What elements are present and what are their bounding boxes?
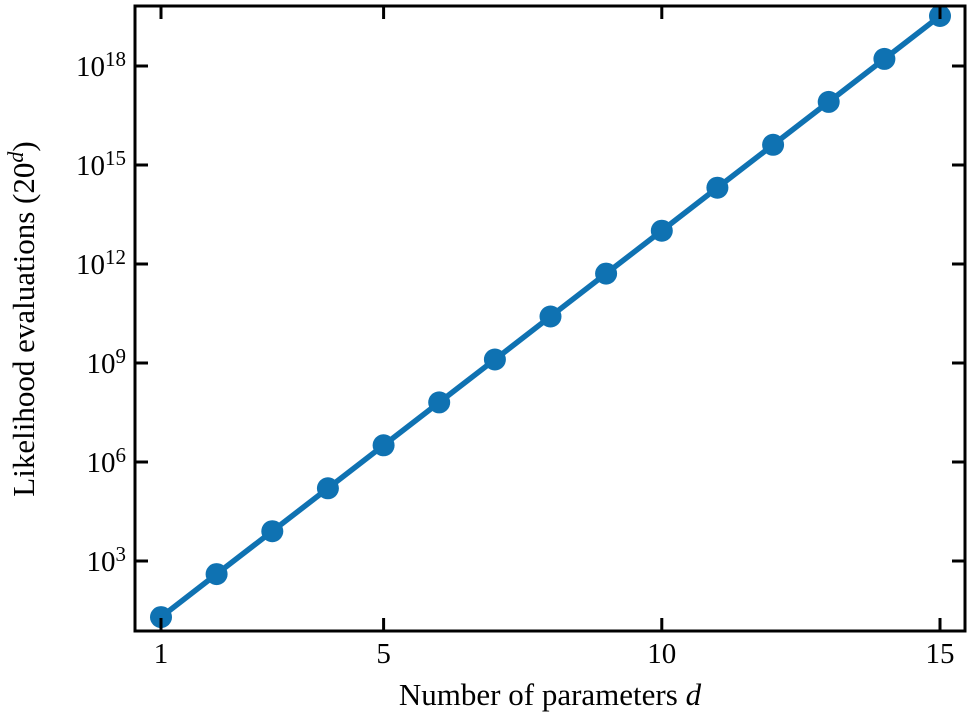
data-point (817, 90, 840, 113)
y-tick-label: 106 (87, 443, 127, 479)
data-point (873, 47, 896, 70)
data-point (483, 348, 506, 371)
data-point (762, 133, 785, 156)
x-axis-label: Number of parameters d (399, 677, 702, 712)
x-tick-label: 10 (647, 638, 676, 670)
x-tick-label: 1 (154, 638, 169, 670)
data-point (205, 563, 228, 586)
data-point (372, 434, 395, 457)
y-tick-label: 1012 (76, 245, 126, 281)
data-point (150, 606, 172, 629)
y-tick-label: 1018 (76, 47, 126, 83)
y-tick-label: 109 (87, 344, 127, 380)
axes-spines (133, 4, 967, 633)
data-point (595, 262, 618, 285)
x-tick-label: 15 (926, 638, 955, 670)
data-point (261, 520, 284, 543)
data-point (539, 305, 562, 328)
y-tick-label: 1015 (76, 146, 126, 182)
data-point (316, 477, 339, 500)
data-point (428, 391, 451, 414)
data-point (706, 176, 729, 199)
y-tick-label: 103 (87, 542, 127, 578)
data-point (650, 219, 673, 242)
y-axis-label: Likelihood evaluations (20d) (3, 141, 41, 496)
x-tick-label: 5 (376, 638, 391, 670)
